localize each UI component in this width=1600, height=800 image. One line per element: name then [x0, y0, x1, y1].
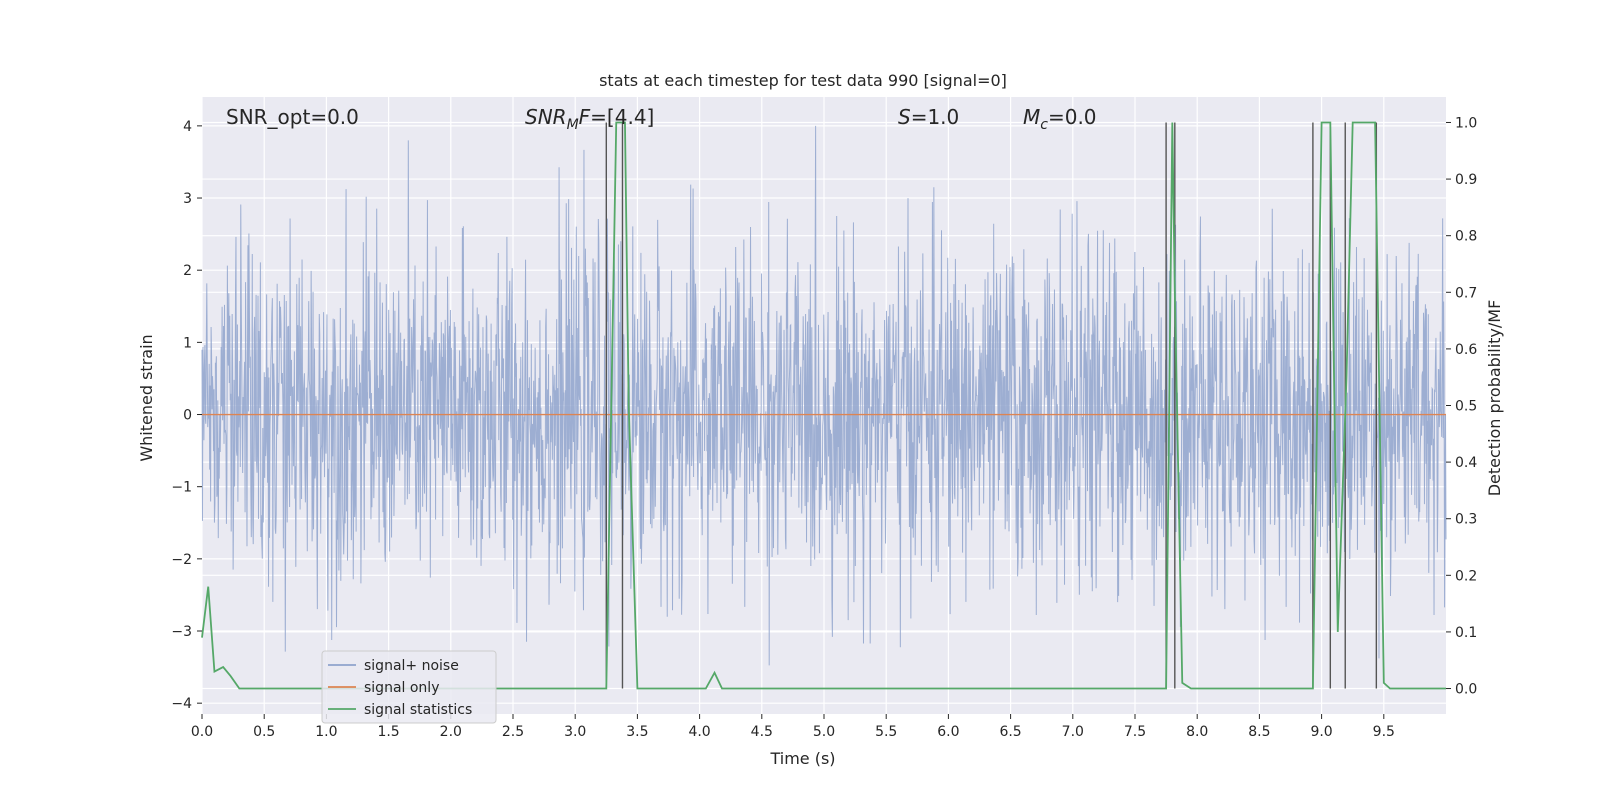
- x-axis-label: Time (s): [769, 749, 835, 768]
- x-tick-label: 6.0: [937, 724, 959, 740]
- x-tick-label: 7.5: [1124, 724, 1146, 740]
- y-right-tick-label: 0.7: [1455, 285, 1477, 301]
- x-tick-label: 0.0: [191, 724, 213, 740]
- y-right-tick-label: 0.5: [1455, 399, 1477, 415]
- series-signal-statistics-group: [201, 121, 1446, 690]
- x-tick-label: 2.0: [440, 724, 462, 740]
- y-left-tick-label: −2: [171, 552, 192, 568]
- y-right-tick-label: 0.2: [1455, 568, 1477, 584]
- y-right-tick-label: 0.1: [1455, 625, 1477, 641]
- x-tick-label: 1.5: [377, 724, 399, 740]
- y-left-axis-label: Whitened strain: [137, 334, 156, 461]
- y-right-tick-label: 0.4: [1455, 455, 1477, 471]
- x-tick-label: 7.0: [1062, 724, 1084, 740]
- y-right-tick-label: 1.0: [1455, 115, 1477, 131]
- annotation-snr-opt: SNR_opt=0.0: [226, 105, 359, 129]
- legend-entry: signal+ noise: [364, 658, 459, 674]
- y-left-tick-label: 4: [183, 119, 192, 135]
- y-right-tick-labels: 1.0 0.9 0.8 0.7 0.6 0.5 0.4 0.3 0.2 0.1 0.0: [1455, 115, 1477, 697]
- y-left-tick-label: 2: [183, 263, 192, 279]
- legend-entry: signal statistics: [364, 702, 472, 718]
- y-right-axis-label: Detection probability/MF: [1485, 300, 1504, 497]
- chart-title: stats at each timestep for test data 990…: [599, 71, 1007, 90]
- x-tick-label: 9.0: [1310, 724, 1332, 740]
- x-tick-label: 3.5: [626, 724, 648, 740]
- y-right-tick-label: 0.8: [1455, 229, 1477, 245]
- x-tick-label: 3.0: [564, 724, 586, 740]
- y-right-tick-label: 0.9: [1455, 172, 1477, 188]
- x-tick-label: 9.5: [1373, 724, 1395, 740]
- series-line-signal-statistics: [201, 121, 1446, 690]
- x-tick-label: 0.5: [253, 724, 275, 740]
- annotation-mc: Mc=0.0: [1023, 105, 1097, 133]
- tick-marks: [197, 121, 1451, 719]
- x-tick-label: 8.5: [1248, 724, 1270, 740]
- y-right-tick-label: 0.0: [1455, 682, 1477, 698]
- y-left-tick-label: 1: [183, 335, 192, 351]
- x-tick-labels: 0.0 0.5 1.0 1.5 2.0 2.5 3.0 3.5 4.0 4.5 5.0 5.5 6.0 6…: [191, 724, 1395, 740]
- x-tick-label: 8.0: [1186, 724, 1208, 740]
- x-tick-label: 5.0: [813, 724, 835, 740]
- y-left-tick-label: −4: [171, 696, 192, 712]
- series-line-signal-noise: [201, 125, 1447, 666]
- series-signal-noise: [201, 125, 1447, 666]
- legend-box: [321, 650, 497, 724]
- annotation-snr-mf: SNRMF=[4.4]: [525, 105, 654, 133]
- legend-entry: signal only: [364, 680, 439, 696]
- y-right-tick-label: 0.3: [1455, 512, 1477, 528]
- y-right-tick-label: 0.6: [1455, 342, 1477, 358]
- annotation-s: S=1.0: [898, 105, 959, 129]
- y-left-tick-labels: 4 3 2 1 0 −1 −2 −3 −4: [171, 119, 192, 712]
- y-left-tick-label: −3: [171, 624, 192, 640]
- x-tick-label: 5.5: [875, 724, 897, 740]
- x-tick-label: 6.5: [999, 724, 1021, 740]
- legend: signal+ noise signal only signal statistic…: [321, 650, 497, 724]
- y-left-tick-label: 0: [183, 408, 192, 424]
- x-tick-label: 1.0: [315, 724, 337, 740]
- x-tick-label: 4.5: [751, 724, 773, 740]
- x-tick-label: 4.0: [688, 724, 710, 740]
- y-left-tick-label: 3: [183, 191, 192, 207]
- y-left-tick-label: −1: [171, 480, 192, 496]
- x-tick-label: 2.5: [502, 724, 524, 740]
